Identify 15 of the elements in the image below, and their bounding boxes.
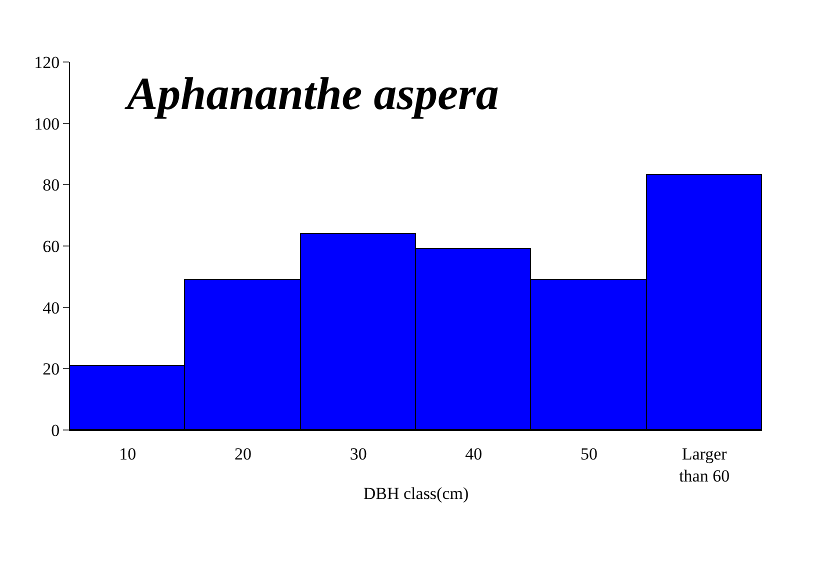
x-tick-label: 20: [234, 444, 252, 464]
x-tick-label: Larger than 60: [679, 444, 730, 486]
y-tick-label: 0: [51, 420, 60, 440]
y-tick-label: 100: [34, 114, 60, 134]
y-tick-label: 80: [42, 176, 60, 195]
x-tick-label: 10: [119, 444, 136, 464]
x-tick-label: 40: [465, 444, 482, 464]
x-tick-label: 50: [580, 444, 598, 464]
x-axis-title: DBH class(cm): [363, 484, 469, 503]
y-tick-label: 40: [42, 298, 60, 318]
y-tick-label: 60: [42, 236, 60, 256]
y-tick-label: 20: [42, 360, 60, 379]
x-tick-label: 30: [350, 444, 367, 464]
chart-title: Aphananthe aspera: [124, 68, 499, 120]
y-tick-label: 120: [34, 52, 60, 72]
